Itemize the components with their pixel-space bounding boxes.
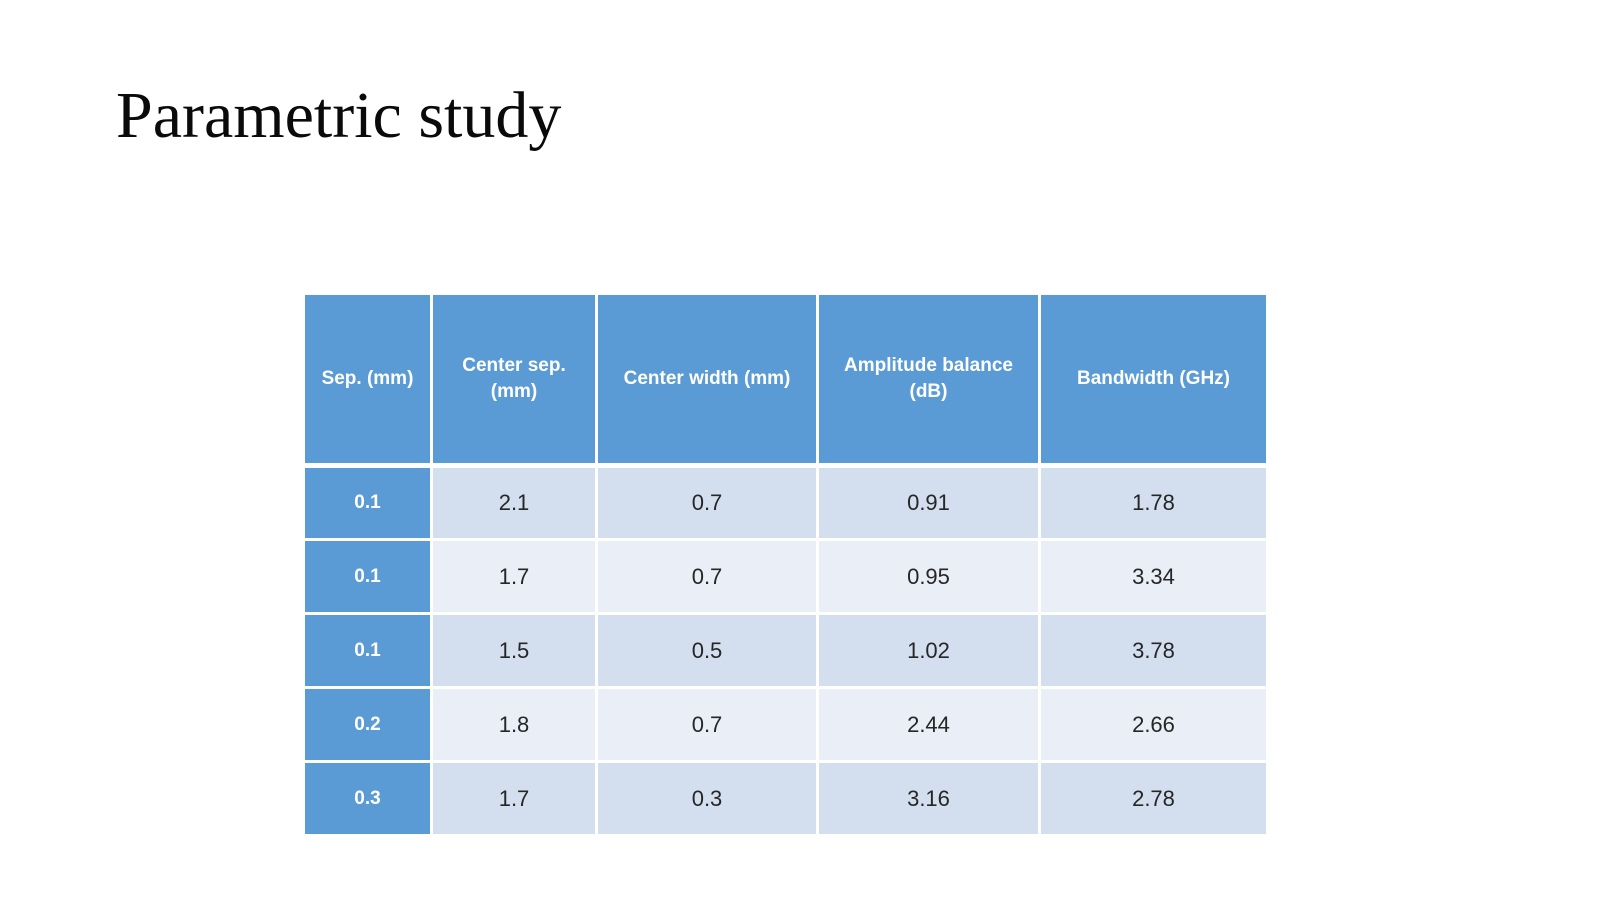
parametric-table-container: Sep. (mm) Center sep. (mm) Center width (m…: [302, 292, 1269, 837]
column-header: Center sep. (mm): [430, 292, 598, 468]
table-cell: 2.78: [1038, 760, 1269, 837]
table-cell: 1.7: [430, 760, 598, 837]
table-header-row: Sep. (mm) Center sep. (mm) Center width (m…: [302, 292, 1269, 468]
column-header: Center width (mm): [595, 292, 819, 468]
row-header-cell: 0.2: [302, 686, 433, 763]
slide-title: Parametric study: [116, 79, 562, 152]
row-header-cell: 0.1: [302, 538, 433, 615]
parametric-table: Sep. (mm) Center sep. (mm) Center width (m…: [302, 292, 1269, 837]
table-cell: 1.5: [430, 612, 598, 689]
table-cell: 0.7: [595, 686, 819, 763]
table-cell: 3.78: [1038, 612, 1269, 689]
table-body: 0.1 2.1 0.7 0.91 1.78 0.1 1.7 0.7 0.95 3.34 0.1 1.5…: [302, 464, 1269, 837]
row-header-cell: 0.3: [302, 760, 433, 837]
row-header-cell: 0.1: [302, 464, 433, 541]
table-row: 0.1 1.7 0.7 0.95 3.34: [302, 538, 1269, 615]
column-header: Sep. (mm): [302, 292, 433, 468]
table-cell: 3.16: [816, 760, 1041, 837]
table-row: 0.3 1.7 0.3 3.16 2.78: [302, 760, 1269, 837]
table-cell: 0.3: [595, 760, 819, 837]
table-row: 0.1 1.5 0.5 1.02 3.78: [302, 612, 1269, 689]
column-header: Amplitude balance (dB): [816, 292, 1041, 468]
table-cell: 3.34: [1038, 538, 1269, 615]
row-header-cell: 0.1: [302, 612, 433, 689]
table-cell: 0.91: [816, 464, 1041, 541]
table-cell: 1.02: [816, 612, 1041, 689]
table-row: 0.2 1.8 0.7 2.44 2.66: [302, 686, 1269, 763]
table-cell: 0.5: [595, 612, 819, 689]
table-cell: 0.95: [816, 538, 1041, 615]
table-cell: 0.7: [595, 464, 819, 541]
table-row: 0.1 2.1 0.7 0.91 1.78: [302, 464, 1269, 541]
table-cell: 2.44: [816, 686, 1041, 763]
table-cell: 1.7: [430, 538, 598, 615]
table-cell: 2.1: [430, 464, 598, 541]
table-cell: 1.8: [430, 686, 598, 763]
table-cell: 0.7: [595, 538, 819, 615]
table-cell: 2.66: [1038, 686, 1269, 763]
column-header: Bandwidth (GHz): [1038, 292, 1269, 468]
table-cell: 1.78: [1038, 464, 1269, 541]
